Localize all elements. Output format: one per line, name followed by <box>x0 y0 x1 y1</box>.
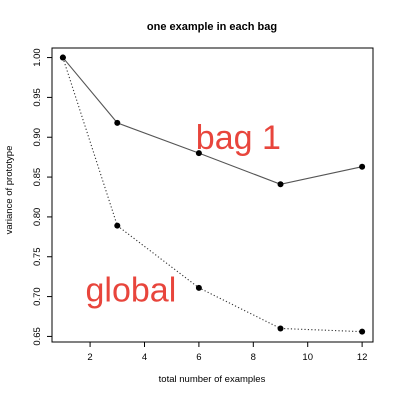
annotation-label-2: global <box>86 271 177 309</box>
y-tick-label: 0.90 <box>32 128 43 147</box>
annotation-layer: bag 1 global <box>86 119 281 309</box>
x-tick-label: 12 <box>357 352 368 363</box>
y-tick-label: 0.65 <box>32 327 43 346</box>
data-point <box>277 325 284 332</box>
data-point <box>114 119 121 126</box>
data-point <box>277 181 284 188</box>
data-point <box>359 163 366 170</box>
chart-title: one example in each bag <box>147 21 277 33</box>
x-tick-label: 10 <box>302 352 313 363</box>
y-tick-label: 0.80 <box>32 208 43 227</box>
series-layer <box>59 54 366 335</box>
data-point <box>59 54 66 61</box>
y-axis: 0.65 0.70 0.75 0.80 0.85 0.90 0.95 1.00 <box>32 48 52 346</box>
y-tick-label: 1.00 <box>32 48 43 67</box>
x-tick-label: 2 <box>87 352 92 363</box>
plot-box <box>51 47 374 343</box>
data-point <box>195 150 202 157</box>
x-tick-label: 6 <box>196 352 201 363</box>
y-tick-label: 0.85 <box>32 168 43 187</box>
y-tick-label: 0.95 <box>32 88 43 107</box>
x-tick-label: 4 <box>142 352 147 363</box>
annotation-label-1: bag 1 <box>196 119 281 157</box>
x-tick-label: 8 <box>251 352 256 363</box>
y-tick-label: 0.70 <box>32 287 43 306</box>
x-axis-label: total number of examples <box>159 374 266 385</box>
data-point <box>114 222 121 229</box>
data-point <box>359 328 366 335</box>
y-tick-label: 0.75 <box>32 247 43 266</box>
x-axis: 2 4 6 8 10 12 <box>87 342 367 363</box>
data-point <box>195 284 202 291</box>
y-axis-label: variance of prototype <box>4 146 15 235</box>
